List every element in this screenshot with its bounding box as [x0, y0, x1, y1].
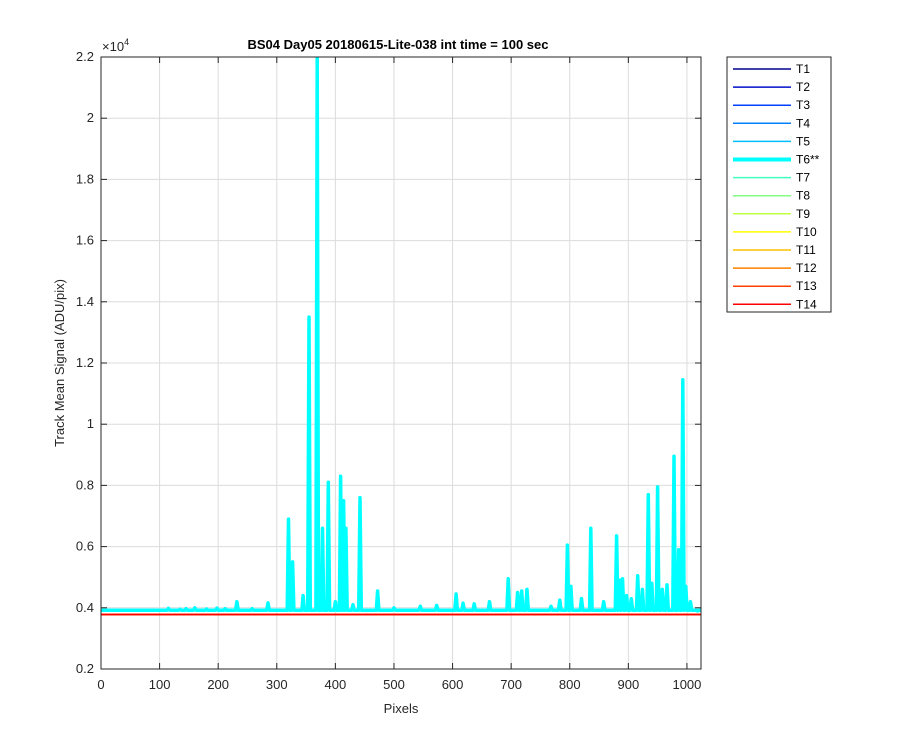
- x-tick-label: 700: [500, 677, 522, 692]
- y-tick-label: 2: [87, 110, 94, 125]
- legend-item-label: T14: [796, 297, 817, 311]
- y-tick-label: 1.8: [76, 171, 94, 186]
- y-tick-label: 2.2: [76, 49, 94, 64]
- x-tick-label: 500: [383, 677, 405, 692]
- legend-box: [726, 56, 832, 313]
- x-tick-label: 0: [97, 677, 104, 692]
- legend-item-label: T4: [796, 116, 810, 130]
- y-tick-label: 1.4: [76, 294, 94, 309]
- legend: T1 T2 T3 T4 T5 T6** T7 T8 T9 T10 T11 T12 T13 T14: [726, 56, 832, 313]
- y-axis-ticks: 0.2 0.4 0.6 0.8 1 1.2 1.4 1.6 1.8 2 2.2: [76, 49, 701, 676]
- legend-item-label: T7: [796, 171, 810, 185]
- legend-item-label: T9: [796, 207, 810, 221]
- legend-item-label: T12: [796, 261, 817, 275]
- y-tick-label: 0.6: [76, 539, 94, 554]
- series-layer: [101, 57, 701, 616]
- legend-item-label: T5: [796, 134, 810, 148]
- x-tick-label: 200: [207, 677, 229, 692]
- y-tick-label: 0.4: [76, 600, 94, 615]
- legend-item-label: T11: [796, 243, 816, 257]
- chart-title: BS04 Day05 20180615-Lite-038 int time = …: [248, 37, 549, 52]
- legend-item-label: T6**: [796, 153, 820, 167]
- x-tick-label: 100: [149, 677, 171, 692]
- legend-item-label: T3: [796, 98, 810, 112]
- x-tick-label: 900: [617, 677, 639, 692]
- y-tick-label: 1.2: [76, 355, 94, 370]
- y-tick-label: 0.8: [76, 477, 94, 492]
- y-tick-label: 1.6: [76, 233, 94, 248]
- exponent-base: ×10: [102, 39, 124, 54]
- y-axis-exponent: ×104: [102, 37, 129, 54]
- x-axis-ticks: 0 100 200 300 400 500 600 700 800 900 1000: [97, 57, 701, 692]
- x-tick-label: 600: [442, 677, 464, 692]
- x-tick-label: 800: [559, 677, 581, 692]
- y-tick-label: 1: [87, 416, 94, 431]
- x-tick-label: 400: [325, 677, 347, 692]
- legend-item-label: T2: [796, 80, 810, 94]
- legend-item-label: T13: [796, 279, 817, 293]
- x-tick-label: 1000: [672, 677, 701, 692]
- series-line-T6: [101, 57, 701, 613]
- x-axis-label: Pixels: [384, 701, 419, 716]
- legend-item-label: T8: [796, 189, 810, 203]
- y-tick-label: 0.2: [76, 661, 94, 676]
- legend-item-label: T10: [796, 225, 817, 239]
- legend-item-label: T1: [796, 62, 810, 76]
- y-axis-label: Track Mean Signal (ADU/pix): [52, 279, 67, 447]
- exponent-power: 4: [124, 37, 129, 47]
- x-tick-label: 300: [266, 677, 288, 692]
